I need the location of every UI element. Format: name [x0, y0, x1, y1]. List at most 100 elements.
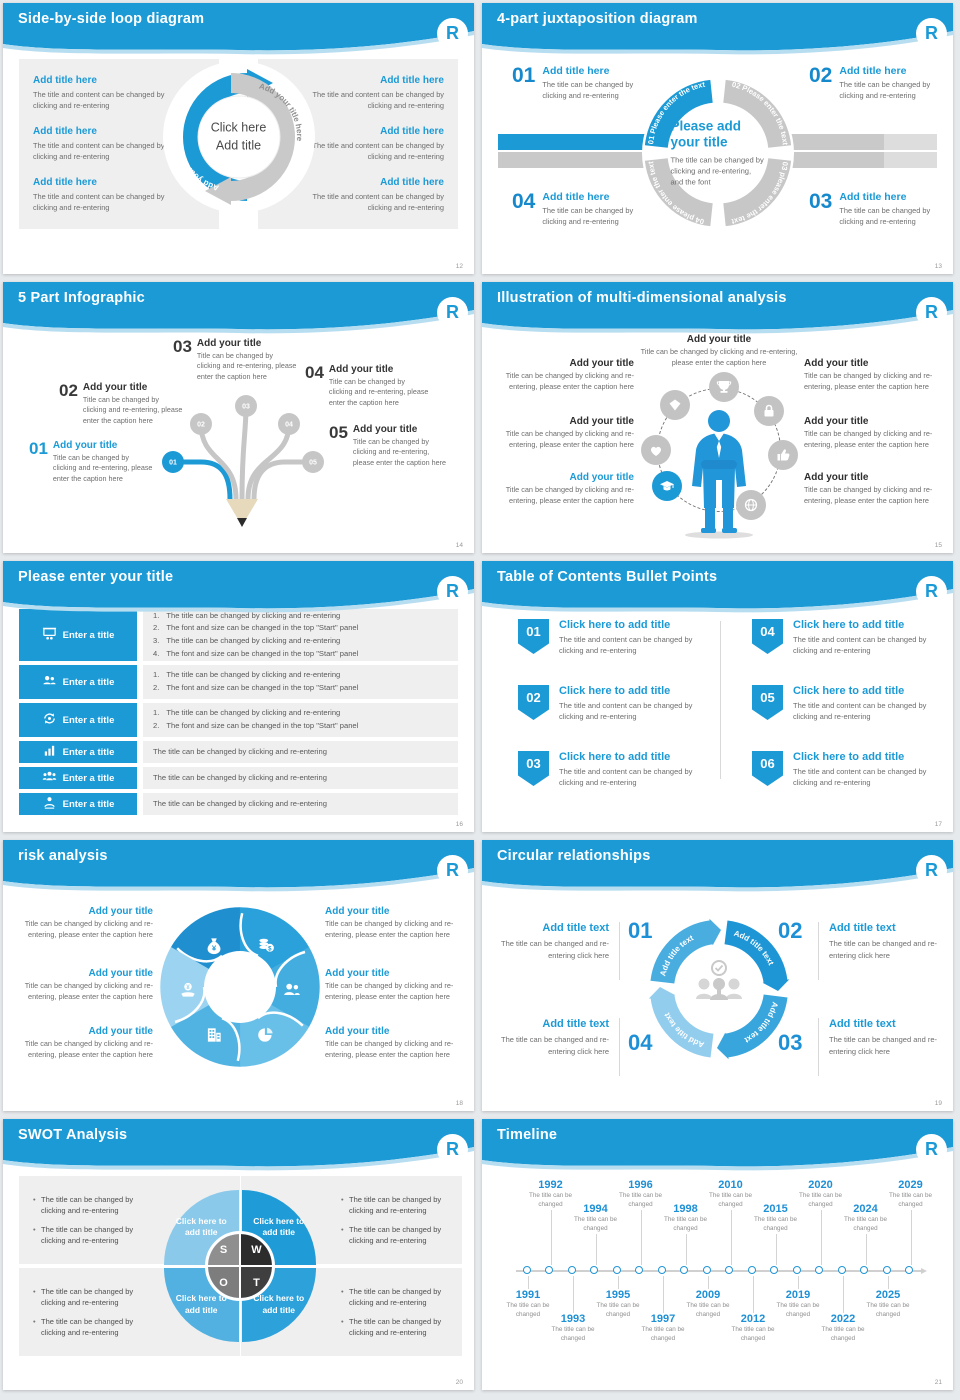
slide-multi-dimensional-analysis[interactable]: Illustration of multi-dimensional analys…	[482, 282, 953, 553]
numbered-item: 04 Add title here The title can be changed…	[512, 190, 634, 227]
timeline-stem	[528, 1276, 529, 1289]
brand-logo: R	[916, 18, 947, 49]
text-block: Add your title Title can be changed by cl…	[640, 334, 798, 367]
timeline-point	[657, 1266, 666, 1274]
timeline-caption: The title can be changed	[596, 1302, 640, 1318]
title-row: Enter a title 1. The title can be changed…	[19, 703, 458, 737]
diamond-icon	[660, 390, 690, 420]
text-block: Add title text The title can be changed a…	[498, 1018, 620, 1076]
svg-text:04: 04	[285, 422, 293, 429]
text-block: Add title text The title can be changed a…	[818, 1018, 940, 1076]
timeline-caption: The title can be changed	[843, 1216, 888, 1232]
slide-4-part-juxtaposition[interactable]: 4-part juxtaposition diagram R 01 Add tit…	[482, 3, 953, 274]
timeline-entry: 2022 The title can be changed	[815, 1313, 871, 1343]
text-panel: The title can be changed by clicking and…	[143, 741, 458, 763]
text-block: Add title text The title can be changed a…	[498, 922, 620, 980]
numbered-item: 03 Add your title Title can be changed by …	[173, 337, 297, 381]
timeline-year: 2020	[808, 1179, 833, 1191]
enter-title-button[interactable]: Enter a title	[19, 741, 137, 763]
slide-risk-analysis[interactable]: risk analysis R ¥ $ ¥ Add your title Titl…	[3, 840, 474, 1111]
slide-toc-bullet-points[interactable]: Table of Contents Bullet Points R 01 Clic…	[482, 561, 953, 832]
slide-swot-analysis[interactable]: SWOT Analysis R The title can be changed…	[3, 1119, 474, 1390]
numbered-item: 04 Add your title Title can be changed by …	[305, 363, 429, 407]
center-placeholder[interactable]: Click here Add title	[210, 120, 267, 153]
timeline-entry: 1993 The title can be changed	[545, 1313, 601, 1343]
page-number: 13	[934, 263, 942, 270]
timeline-caption: The title can be changed	[686, 1302, 730, 1318]
item-number: 03	[778, 1030, 803, 1055]
graduation-cap-icon	[652, 471, 682, 501]
slide-please-enter-your-title[interactable]: Please enter your title R Enter a title …	[3, 561, 474, 832]
sync-person-icon-button[interactable]: Enter a title	[19, 703, 137, 737]
page-number: 12	[455, 263, 463, 270]
toc-item[interactable]: 01 Click here to add title The title and c…	[518, 619, 718, 657]
center-placeholder[interactable]: Please add your title The title can be c…	[670, 118, 764, 187]
timeline-entry: 1994 The title can be changed	[568, 1203, 624, 1233]
timeline-stem	[640, 1210, 642, 1265]
connector-bar	[785, 152, 937, 168]
toc-item[interactable]: 04 Click here to add title The title and c…	[752, 619, 952, 657]
connector-bar	[498, 152, 650, 168]
list-item: Add title here The title and content can …	[312, 176, 444, 212]
svg-text:¥: ¥	[186, 984, 190, 991]
team-icon	[42, 769, 57, 787]
team-check-icon	[696, 960, 742, 1000]
list-item: Add title here The title and content can …	[33, 75, 165, 111]
timeline-stem	[865, 1234, 867, 1265]
enter-title-button[interactable]: Enter a title	[19, 609, 137, 661]
enter-title-button[interactable]: Enter a title	[19, 665, 137, 699]
arrow-head-icon	[717, 1032, 729, 1060]
timeline-year: 1991	[515, 1289, 541, 1301]
timeline-stem	[708, 1276, 709, 1289]
timeline-stem	[888, 1276, 889, 1289]
enter-title-button[interactable]: Enter a title	[19, 767, 137, 789]
timeline-point	[680, 1266, 688, 1274]
numbered-item: 05 Add your title Title can be changed by …	[329, 423, 447, 467]
page-number: 17	[934, 821, 942, 828]
slide-5-part-infographic[interactable]: 5 Part Infographic R 01 02 03 04 05 01 Ad…	[3, 282, 474, 553]
timeline-stem	[595, 1234, 597, 1265]
brand-logo: R	[916, 576, 947, 607]
timeline-point	[635, 1266, 643, 1274]
text-block: Add your title Title can be changed by cl…	[325, 906, 454, 939]
timeline-year: 2029	[898, 1179, 923, 1191]
slide-title: 5 Part Infographic	[18, 290, 145, 306]
slide-circular-relationships[interactable]: Circular relationships R Add title text …	[482, 840, 953, 1111]
svg-text:02: 02	[197, 422, 205, 429]
toc-item[interactable]: 05 Click here to add title The title and c…	[752, 685, 952, 723]
toc-item[interactable]: 06 Click here to add title The title and c…	[752, 751, 952, 789]
arrow-head-icon	[762, 979, 790, 991]
timeline-point	[837, 1266, 846, 1274]
list-item: Add title here The title and content can …	[312, 125, 444, 161]
text-block: Add your title Title can be changed by cl…	[804, 416, 933, 449]
timeline-point	[522, 1266, 531, 1274]
two-users-icon	[42, 673, 57, 691]
timeline-point	[792, 1266, 801, 1274]
slide-title: 4-part juxtaposition diagram	[497, 11, 698, 27]
timeline-year: 1997	[650, 1313, 676, 1325]
timeline-entry: 1991 The title can be changed	[500, 1289, 556, 1319]
slide-timeline[interactable]: Timeline R 1991 The title can be changed 1…	[482, 1119, 953, 1390]
trophy-icon	[709, 372, 739, 402]
slide-side-by-side-loop[interactable]: Side-by-side loop diagram R Add title he…	[3, 3, 474, 274]
number-badge: 04	[752, 619, 783, 654]
text-block: Add your title Title can be changed by cl…	[505, 358, 634, 391]
timeline-point	[905, 1266, 913, 1274]
toc-item[interactable]: 03 Click here to add title The title and c…	[518, 751, 718, 789]
title-row: Enter a title The title can be changed b…	[19, 767, 458, 789]
timeline-caption: The title can be changed	[663, 1216, 708, 1232]
pinwheel-diagram	[160, 907, 320, 1067]
timeline-year: 2019	[785, 1289, 811, 1301]
timeline-point	[545, 1266, 553, 1274]
toc-item[interactable]: 02 Click here to add title The title and c…	[518, 685, 718, 723]
list-item: Add title here The title and content can …	[312, 75, 444, 111]
text-block: Add your title Title can be changed by cl…	[804, 472, 933, 505]
timeline-point	[747, 1266, 756, 1274]
text-block: Add your title Title can be changed by cl…	[325, 1026, 454, 1059]
timeline-caption: The title can be changed	[528, 1192, 573, 1208]
coins-icon: $	[256, 935, 276, 955]
timeline-entry: 1996 The title can be changed	[613, 1179, 669, 1209]
enter-title-button[interactable]: Enter a title	[19, 793, 137, 815]
slide-title: Table of Contents Bullet Points	[497, 569, 718, 585]
slide-title: SWOT Analysis	[18, 1127, 128, 1143]
